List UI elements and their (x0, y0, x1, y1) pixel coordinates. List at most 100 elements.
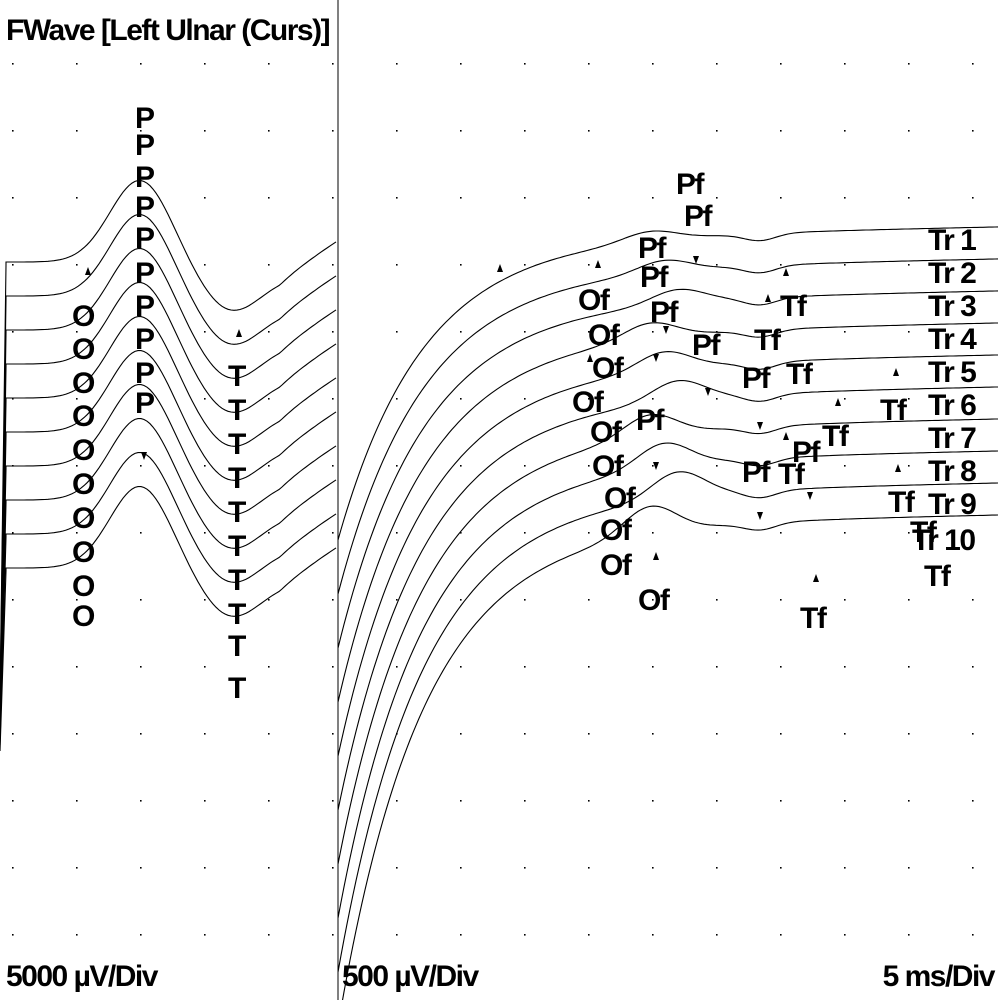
f-cursor-arrow (497, 264, 503, 272)
grid-dot (332, 532, 334, 534)
f-cursor-arrow (835, 398, 841, 406)
f-wave-trace (337, 413, 998, 865)
grid-dot (140, 331, 142, 333)
trace-label-3: Tr 3 (928, 290, 976, 323)
pf-marker: Pf (742, 362, 772, 395)
grid-dot (332, 130, 334, 132)
grid-dot (460, 934, 462, 936)
grid-dot (716, 398, 718, 400)
trace-label-1: Tr 1 (928, 224, 976, 257)
grid-dot (140, 599, 142, 601)
grid-dot (76, 130, 78, 132)
grid-dot (76, 264, 78, 266)
grid-dot (844, 63, 846, 65)
grid-dot (268, 666, 270, 668)
grid-dot (972, 63, 974, 65)
grid-dot (268, 800, 270, 802)
t-marker: T (228, 496, 246, 529)
grid-dot (908, 599, 910, 601)
pf-marker: Pf (676, 168, 706, 201)
grid-dot (908, 800, 910, 802)
m-wave-trace (0, 316, 337, 722)
grid-dot (972, 666, 974, 668)
grid-dot (716, 800, 718, 802)
f-cursor-arrow (807, 492, 813, 500)
o-marker: O (72, 434, 95, 467)
grid-dot (204, 465, 206, 467)
grid-dot (76, 800, 78, 802)
m-wave-trace (0, 452, 337, 746)
grid-dot (780, 599, 782, 601)
grid-dot (460, 666, 462, 668)
o-marker: O (72, 600, 95, 633)
grid-dot (460, 130, 462, 132)
f-wave-trace (337, 322, 998, 703)
grid-dot (844, 599, 846, 601)
tf-marker: Tf (780, 290, 808, 323)
f-cursor-arrow (705, 388, 711, 396)
f-cursor-arrow (653, 462, 659, 470)
grid-dot (908, 733, 910, 735)
grid-dot (76, 197, 78, 199)
tf-marker: Tf (910, 516, 938, 549)
f-cursor-arrow (587, 354, 593, 362)
grid-dot (396, 264, 398, 266)
grid-dot (396, 465, 398, 467)
grid-dot (12, 666, 14, 668)
f-wave-trace (337, 442, 999, 919)
grid-dot (652, 733, 654, 735)
end-arrow (236, 329, 242, 337)
of-marker: Of (592, 352, 625, 385)
trace-label-10: Tr 10 (912, 524, 975, 557)
grid-dot (396, 934, 398, 936)
grid-dot (588, 398, 590, 400)
p-marker: P (135, 191, 154, 224)
f-wave-trace (337, 351, 998, 757)
grid-dot (844, 398, 846, 400)
f-cursor-arrow (895, 464, 901, 472)
grid-dot (524, 666, 526, 668)
o-marker: O (72, 468, 95, 501)
grid-dot (524, 867, 526, 869)
grid-dot (844, 331, 846, 333)
m-wave-trace (0, 214, 337, 704)
grid-dot (12, 63, 14, 65)
f-cursor-arrow (663, 326, 669, 334)
grid-dot (204, 63, 206, 65)
grid-dot (524, 733, 526, 735)
f-wave-trace (337, 258, 999, 595)
grid-dot (588, 331, 590, 333)
trace-label-7: Tr 7 (928, 422, 976, 455)
tf-marker: Tf (800, 602, 828, 635)
of-marker: Of (638, 584, 671, 617)
grid-dot (460, 800, 462, 802)
m-wave-trace (0, 282, 337, 716)
grid-dot (524, 63, 526, 65)
grid-dot (332, 666, 334, 668)
f-wave-trace (337, 379, 998, 811)
p-marker: P (135, 387, 154, 420)
f-cursor-arrow (757, 422, 763, 430)
f-wave-trace (341, 505, 999, 1000)
f-wave-trace (337, 471, 999, 973)
grid-dot (524, 264, 526, 266)
grid-dot (332, 867, 334, 869)
m-wave-trace (0, 384, 337, 734)
o-marker: O (72, 502, 95, 535)
of-marker: Of (588, 319, 621, 352)
grid-dot (460, 733, 462, 735)
grid-dot (204, 130, 206, 132)
grid-dot (588, 800, 590, 802)
grid-dot (524, 532, 526, 534)
pf-marker: Pf (638, 232, 668, 265)
grid-dot (76, 63, 78, 65)
grid-dot (140, 63, 142, 65)
grid-dot (908, 532, 910, 534)
t-marker: T (228, 630, 246, 663)
grid-dot (972, 532, 974, 534)
grid-dot (972, 733, 974, 735)
grid-dot (716, 264, 718, 266)
p-marker: P (135, 161, 154, 194)
grid-dot (844, 264, 846, 266)
grid-dot (140, 666, 142, 668)
